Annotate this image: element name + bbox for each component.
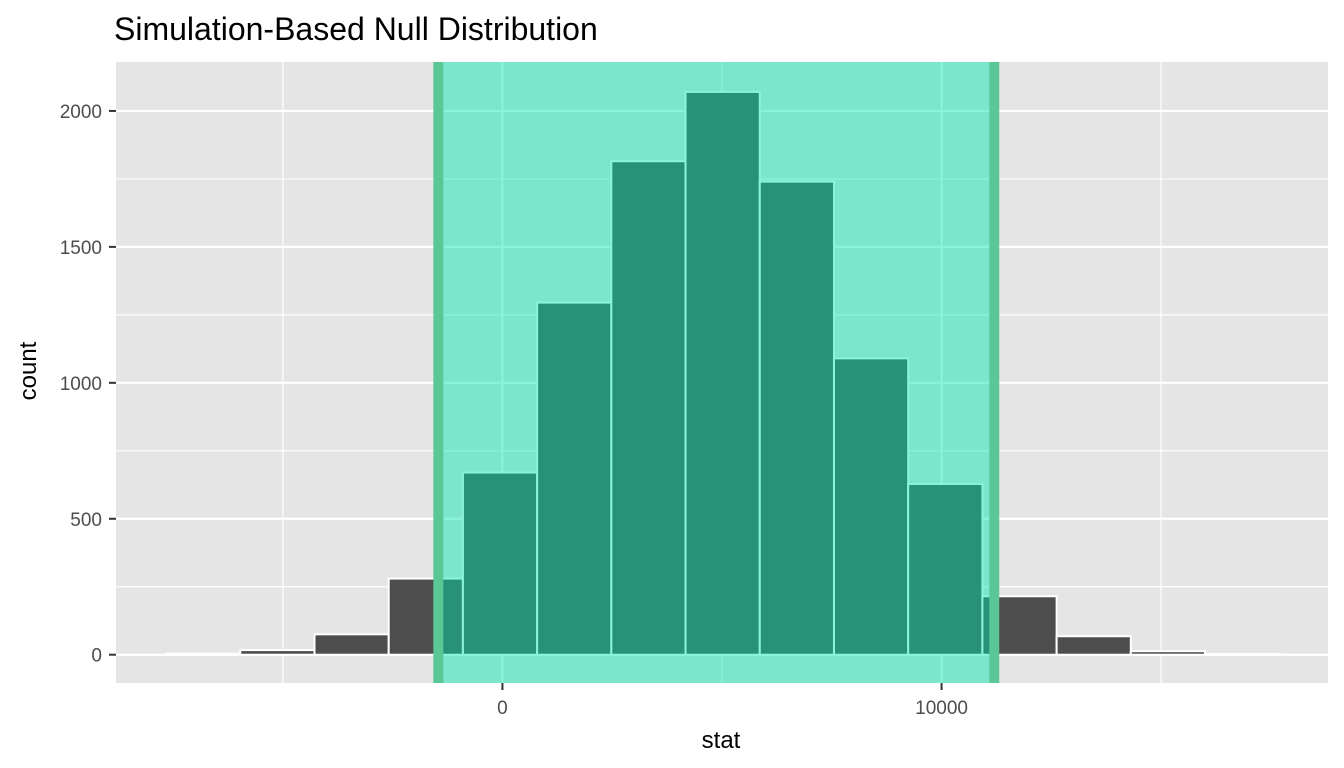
histogram-bar-10 [832, 357, 910, 656]
x-axis: 0 10000 [497, 683, 968, 719]
y-tick-label: 1500 [60, 238, 102, 259]
histogram-bars [165, 90, 1281, 656]
confidence-interval [433, 62, 1000, 683]
histogram-bar-5 [461, 471, 539, 656]
histogram-bar-13 [1055, 635, 1132, 656]
y-tick-label: 500 [70, 510, 102, 531]
histogram-bar-7 [610, 160, 687, 656]
y-tick-label: 1000 [60, 374, 102, 395]
histogram-bar-3 [313, 633, 390, 656]
ci-shade [438, 62, 995, 683]
histogram-bar-14 [1129, 650, 1207, 656]
y-tick-label: 2000 [60, 102, 102, 123]
histogram-bar-8 [684, 90, 761, 656]
x-tick-label: 0 [497, 698, 508, 719]
y-axis: 0 500 1000 1500 2000 [60, 102, 116, 667]
chart-title: Simulation-Based Null Distribution [114, 11, 598, 47]
y-axis-title: count [15, 341, 42, 400]
histogram-bar-1 [165, 652, 242, 656]
x-tick-label: 10000 [915, 698, 968, 719]
histogram-bar-11 [907, 482, 984, 656]
histogram-bar-6 [536, 301, 613, 656]
histogram-bar-15 [1204, 652, 1281, 656]
x-axis-title: stat [702, 727, 741, 754]
histogram-bar-9 [758, 180, 835, 656]
y-tick-label: 0 [91, 646, 102, 667]
histogram-bar-4 [387, 577, 464, 656]
histogram-bar-2 [239, 649, 316, 656]
